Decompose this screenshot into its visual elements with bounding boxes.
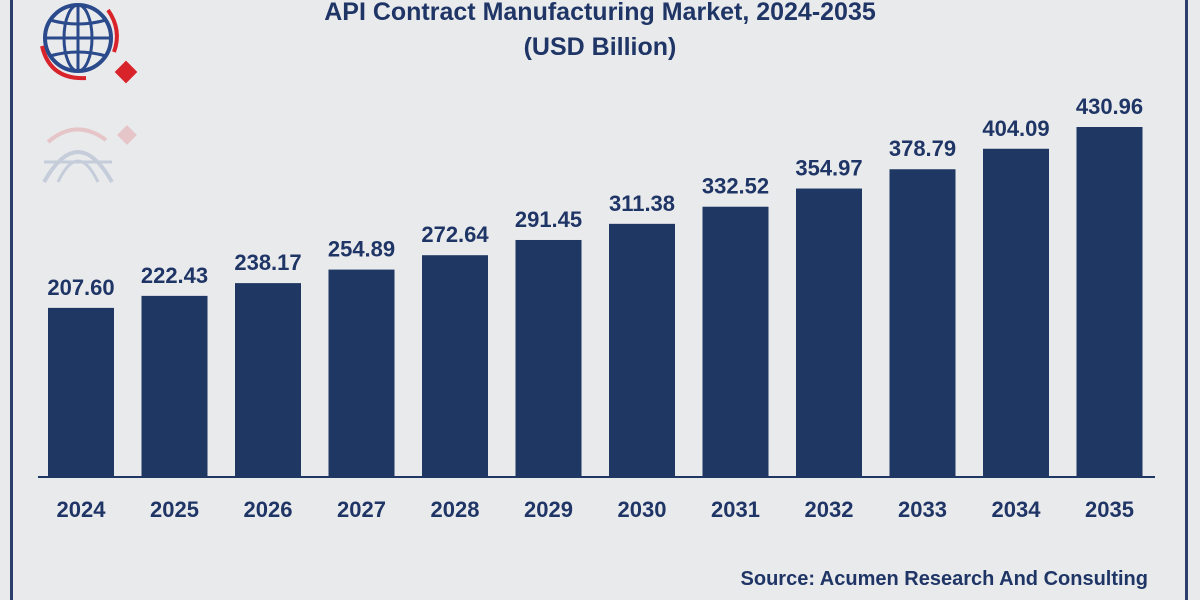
bar-2025 (141, 295, 208, 476)
bar-2024 (48, 307, 114, 476)
data-label-2026: 238.17 (234, 250, 301, 275)
chart-title: API Contract Manufacturing Market, 2024-… (324, 0, 876, 26)
bar-2027 (328, 269, 395, 476)
source-note: Source: Acumen Research And Consulting (740, 568, 1148, 590)
bar-2032 (796, 188, 862, 477)
globe-logo-icon (40, 3, 138, 84)
data-label-2028: 272.64 (421, 222, 489, 247)
x-tick-label-2029: 2029 (524, 497, 573, 522)
data-label-2034: 404.09 (982, 116, 1049, 141)
data-label-2031: 332.52 (702, 174, 769, 199)
bar-2031 (702, 206, 769, 476)
chart-frame (10, 0, 1188, 600)
bar-2028 (422, 255, 488, 476)
x-tick-label-2031: 2031 (711, 497, 760, 522)
x-tick-label-2028: 2028 (431, 497, 480, 522)
bar-2033 (889, 169, 956, 477)
data-label-2032: 354.97 (795, 156, 862, 181)
bar-2034 (983, 148, 1049, 476)
x-tick-label-2035: 2035 (1085, 497, 1134, 522)
x-tick-label-2034: 2034 (992, 497, 1042, 522)
data-label-2035: 430.96 (1076, 94, 1143, 119)
faded-globe-logo-icon (42, 125, 137, 183)
chart-subtitle: (USD Billion) (523, 33, 677, 61)
data-label-2029: 291.45 (515, 207, 582, 232)
data-label-2033: 378.79 (889, 136, 956, 161)
bar-2030 (609, 223, 675, 476)
x-tick-label-2030: 2030 (618, 497, 667, 522)
x-tick-label-2033: 2033 (898, 497, 947, 522)
data-label-2025: 222.43 (141, 263, 208, 288)
bar-2026 (235, 283, 301, 476)
bar-2035 (1076, 127, 1143, 476)
x-tick-label-2026: 2026 (244, 497, 293, 522)
x-tick-label-2025: 2025 (150, 497, 199, 522)
bar-2029 (515, 239, 582, 476)
x-tick-label-2027: 2027 (337, 497, 386, 522)
data-label-2030: 311.38 (609, 191, 675, 216)
data-label-2027: 254.89 (328, 237, 395, 262)
x-tick-label-2032: 2032 (805, 497, 854, 522)
data-label-2024: 207.60 (47, 275, 114, 300)
x-tick-label-2024: 2024 (57, 497, 107, 522)
